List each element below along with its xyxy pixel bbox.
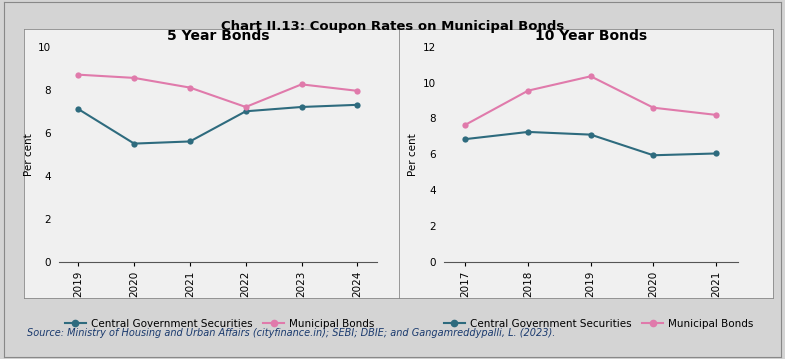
Legend: Central Government Securities, Municipal Bonds: Central Government Securities, Municipal… <box>440 315 758 333</box>
Title: 5 Year Bonds: 5 Year Bonds <box>166 29 269 43</box>
Y-axis label: Per cent: Per cent <box>408 133 418 176</box>
Legend: Central Government Securities, Municipal Bonds: Central Government Securities, Municipal… <box>61 315 378 333</box>
Title: 10 Year Bonds: 10 Year Bonds <box>535 29 647 43</box>
Text: Chart II.13: Coupon Rates on Municipal Bonds: Chart II.13: Coupon Rates on Municipal B… <box>221 20 564 33</box>
Text: Source: Ministry of Housing and Urban Affairs (cityfinance.in); SEBI; DBIE; and : Source: Ministry of Housing and Urban Af… <box>27 328 556 339</box>
Y-axis label: Per cent: Per cent <box>24 133 34 176</box>
